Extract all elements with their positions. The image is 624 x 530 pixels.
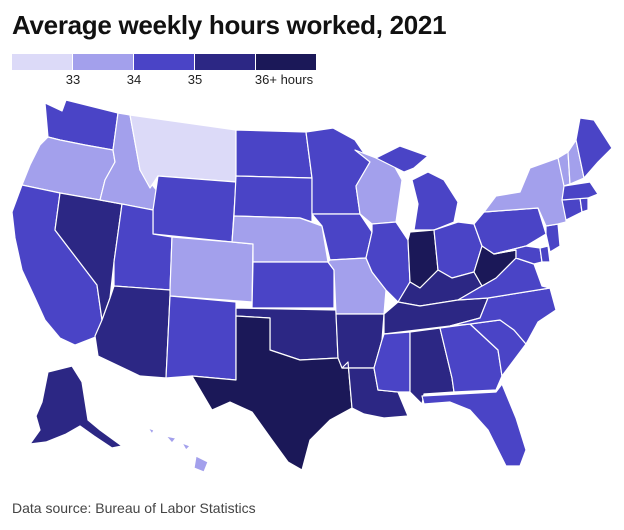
- state-TX[interactable]: [191, 315, 353, 471]
- state-CT[interactable]: [561, 197, 583, 221]
- state-KS[interactable]: [251, 261, 335, 309]
- legend-label-36-plus: 36+ hours: [254, 72, 314, 87]
- state-MI[interactable]: [375, 145, 459, 231]
- state-AK[interactable]: [29, 365, 123, 449]
- state-ND[interactable]: [235, 129, 313, 179]
- legend-swatch-1: [12, 54, 72, 70]
- state-RI[interactable]: [579, 197, 589, 213]
- chart-title: Average weekly hours worked, 2021: [12, 10, 447, 40]
- color-legend: 33 34 35 36+ hours: [12, 54, 322, 87]
- legend-label-34: 34: [126, 72, 142, 87]
- state-HI[interactable]: [147, 427, 209, 473]
- state-SD[interactable]: [233, 175, 313, 223]
- state-IL[interactable]: [365, 221, 411, 303]
- state-NM[interactable]: [165, 295, 237, 381]
- state-MA[interactable]: [561, 181, 599, 201]
- legend-label-35: 35: [187, 72, 203, 87]
- state-MT[interactable]: [129, 114, 237, 189]
- state-NC[interactable]: [449, 287, 557, 345]
- state-WY[interactable]: [152, 175, 237, 243]
- state-AZ[interactable]: [94, 285, 171, 379]
- legend-swatch-5: [256, 54, 316, 70]
- legend-label-33: 33: [65, 72, 81, 87]
- state-ME[interactable]: [575, 117, 613, 179]
- legend-swatch-3: [134, 54, 194, 70]
- legend-swatch-2: [73, 54, 133, 70]
- state-CO[interactable]: [169, 236, 254, 303]
- state-MD[interactable]: [493, 245, 543, 265]
- state-FL[interactable]: [421, 383, 527, 467]
- state-DE[interactable]: [539, 245, 551, 263]
- legend-swatch-4: [195, 54, 255, 70]
- data-source-note: Data source: Bureau of Labor Statistics: [12, 500, 256, 516]
